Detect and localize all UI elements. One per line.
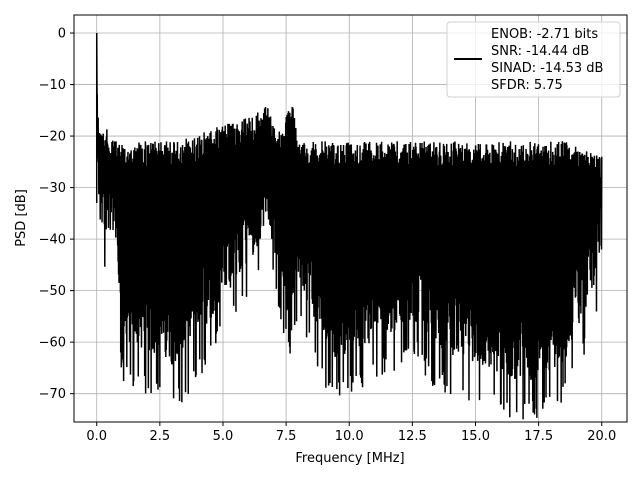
y-tick-label: −70 xyxy=(39,387,66,402)
legend-entry-sinad: SINAD: -14.53 dB xyxy=(491,61,603,76)
x-tick-label: 2.5 xyxy=(150,429,171,444)
legend-entry-enob: ENOB: -2.71 bits xyxy=(491,27,598,42)
y-tick-label: −30 xyxy=(39,181,66,196)
x-tick-label: 15.0 xyxy=(461,429,490,444)
y-tick-label: −40 xyxy=(39,233,66,248)
x-tick-label: 0.0 xyxy=(86,429,107,444)
psd-trace xyxy=(95,33,603,420)
x-axis-label: Frequency [MHz] xyxy=(295,451,404,466)
y-axis-ticks: 0 −10 −20 −30 −40 −50 −60 −70 xyxy=(39,27,74,402)
x-tick-label: 20.0 xyxy=(587,429,616,444)
y-tick-label: −50 xyxy=(39,284,66,299)
y-tick-label: −20 xyxy=(39,130,66,145)
legend-entry-sfdr: SFDR: 5.75 xyxy=(491,78,563,93)
legend: ENOB: -2.71 bits SNR: -14.44 dB SINAD: -… xyxy=(446,21,621,98)
legend-entry-snr: SNR: -14.44 dB xyxy=(491,44,589,59)
y-tick-label: −10 xyxy=(39,78,66,93)
plot-frame xyxy=(73,14,628,423)
legend-box xyxy=(446,21,621,98)
x-tick-label: 12.5 xyxy=(398,429,427,444)
y-tick-label: −60 xyxy=(39,336,66,351)
plot-area xyxy=(95,33,603,420)
x-tick-label: 10.0 xyxy=(335,429,364,444)
y-axis-label: PSD [dB] xyxy=(14,189,29,247)
x-tick-label: 5.0 xyxy=(213,429,234,444)
x-tick-label: 17.5 xyxy=(524,429,553,444)
x-axis-ticks: 0.0 2.5 5.0 7.5 10.0 12.5 15.0 17.5 20.0 xyxy=(86,422,616,444)
y-tick-label: 0 xyxy=(58,27,66,42)
x-tick-label: 7.5 xyxy=(276,429,297,444)
